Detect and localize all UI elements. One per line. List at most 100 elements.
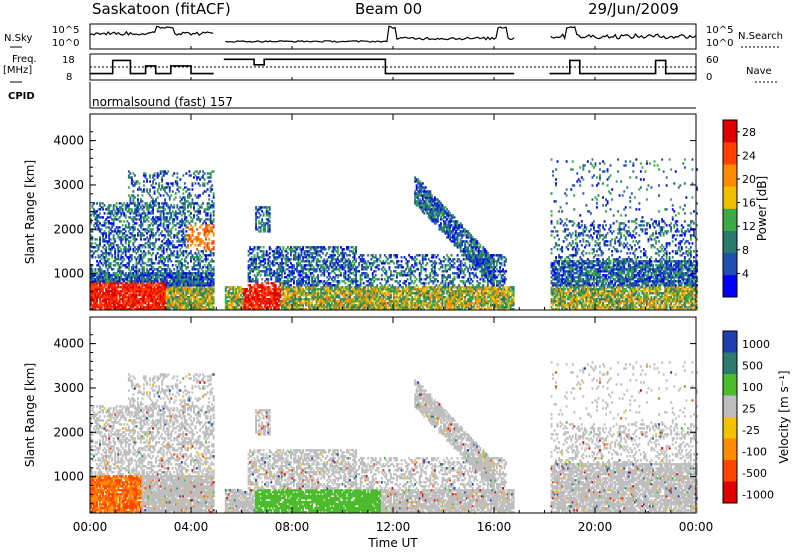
power-cell bbox=[209, 186, 212, 189]
power-cell bbox=[329, 256, 332, 259]
power-cell bbox=[133, 228, 136, 231]
power-cell bbox=[112, 234, 115, 237]
power-cell bbox=[273, 274, 276, 277]
power-cell bbox=[115, 212, 118, 215]
power-cell bbox=[293, 306, 295, 309]
power-cell bbox=[349, 298, 351, 301]
power-cell bbox=[124, 234, 127, 237]
power-cell bbox=[176, 256, 179, 259]
power-cell bbox=[352, 288, 354, 291]
power-cell bbox=[323, 302, 326, 305]
power-cell bbox=[93, 252, 95, 255]
power-cell bbox=[174, 304, 177, 307]
power-cell bbox=[291, 290, 294, 293]
power-cell bbox=[179, 298, 182, 301]
power-cell bbox=[167, 184, 170, 187]
power-cell bbox=[238, 302, 241, 305]
power-cell bbox=[140, 304, 142, 307]
power-cell bbox=[353, 258, 356, 261]
power-cell bbox=[261, 260, 264, 263]
power-cell bbox=[306, 286, 309, 289]
power-cell bbox=[123, 228, 126, 231]
power-cell bbox=[99, 274, 101, 277]
power-cell bbox=[258, 286, 261, 289]
power-cell bbox=[127, 280, 130, 283]
power-cell bbox=[232, 300, 235, 303]
power-cell bbox=[115, 208, 118, 211]
power-cell bbox=[211, 272, 214, 275]
power-cell bbox=[188, 192, 191, 195]
power-cell bbox=[143, 256, 145, 259]
power-cell bbox=[124, 294, 127, 297]
power-cell bbox=[105, 276, 108, 279]
power-cell bbox=[208, 298, 211, 301]
power-cell bbox=[126, 274, 129, 277]
power-cell bbox=[265, 206, 268, 209]
power-cell bbox=[188, 300, 191, 303]
power-cell bbox=[243, 302, 245, 305]
power-cell bbox=[373, 306, 376, 309]
power-cell bbox=[106, 264, 109, 267]
power-cell bbox=[364, 304, 367, 307]
power-cell bbox=[96, 278, 98, 281]
power-cell bbox=[356, 290, 359, 293]
power-cell bbox=[123, 300, 126, 303]
power-cell bbox=[206, 234, 209, 237]
power-cell bbox=[261, 290, 264, 293]
power-cell bbox=[286, 288, 289, 291]
power-cell bbox=[162, 212, 165, 215]
power-cell bbox=[123, 298, 126, 301]
power-cell bbox=[190, 276, 192, 279]
power-cell bbox=[96, 304, 98, 307]
power-cell bbox=[362, 294, 365, 297]
power-cell bbox=[141, 208, 144, 211]
power-cell bbox=[188, 296, 191, 299]
power-cell bbox=[130, 300, 133, 303]
power-cell bbox=[193, 268, 195, 271]
power-cell bbox=[262, 246, 265, 249]
power-cell bbox=[368, 284, 371, 287]
power-cell bbox=[117, 228, 120, 231]
power-cell bbox=[361, 300, 364, 303]
power-cell bbox=[197, 268, 200, 271]
power-cell bbox=[270, 302, 273, 305]
power-cell bbox=[156, 302, 159, 305]
power-cell bbox=[199, 308, 201, 311]
power-cell bbox=[108, 290, 111, 293]
power-cell bbox=[140, 288, 142, 291]
power-cell bbox=[317, 280, 320, 283]
power-cell bbox=[146, 268, 148, 271]
power-cell bbox=[105, 290, 108, 293]
power-cell bbox=[255, 218, 257, 221]
power-cell bbox=[280, 302, 283, 305]
power-cell bbox=[167, 212, 170, 215]
power-cell bbox=[368, 290, 371, 293]
power-cell bbox=[193, 172, 195, 175]
power-cell bbox=[197, 288, 200, 291]
power-cell bbox=[206, 212, 209, 215]
power-cell bbox=[343, 294, 345, 297]
power-cell bbox=[202, 300, 204, 303]
power-cell bbox=[187, 194, 189, 197]
power-cell bbox=[306, 288, 309, 291]
power-cell bbox=[187, 278, 189, 281]
power-cell bbox=[144, 252, 147, 255]
power-cell bbox=[100, 268, 103, 271]
power-cell bbox=[114, 274, 117, 277]
power-cell bbox=[324, 260, 327, 263]
power-cell bbox=[203, 292, 206, 295]
power-cell bbox=[121, 204, 124, 207]
power-cell bbox=[199, 194, 201, 197]
power-cell bbox=[96, 224, 98, 227]
power-cell bbox=[279, 294, 282, 297]
power-cell bbox=[114, 278, 117, 281]
power-cell bbox=[267, 302, 270, 305]
power-cell bbox=[344, 306, 347, 309]
power-cell bbox=[347, 266, 350, 269]
power-cell bbox=[96, 294, 98, 297]
power-cell bbox=[99, 272, 101, 275]
power-cell bbox=[343, 308, 345, 311]
power-cell bbox=[155, 256, 157, 259]
power-cell bbox=[99, 270, 101, 273]
power-cell bbox=[180, 272, 183, 275]
